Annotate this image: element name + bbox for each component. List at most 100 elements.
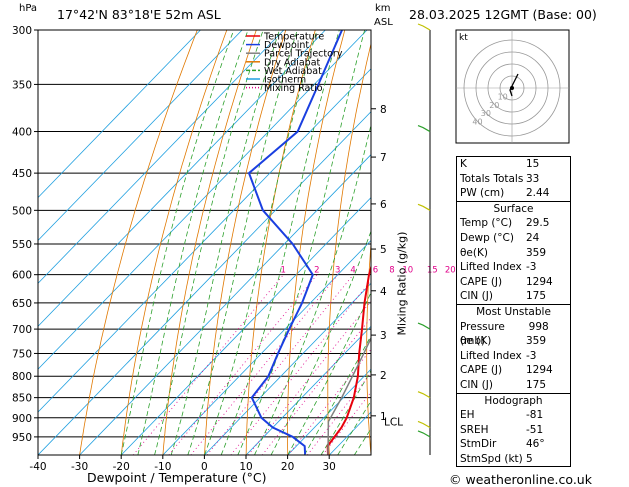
km-tick-label: 4 bbox=[380, 286, 387, 298]
km-tick-label: 1 bbox=[380, 411, 387, 423]
mixing-ratio-label: 10 bbox=[402, 266, 413, 276]
index-value: 2.44 bbox=[526, 187, 550, 200]
hodograph-ring-label: 10 bbox=[498, 92, 508, 101]
km-tick-label: 5 bbox=[380, 244, 387, 256]
hodo-label: StmSpd (kt) bbox=[460, 452, 523, 465]
surface-row: θe(K) 359 bbox=[457, 246, 570, 261]
km-tick-label: 6 bbox=[380, 199, 387, 211]
wind-barb bbox=[417, 322, 431, 330]
indices-table: K 15 Totals Totals 33 PW (cm) 2.44 Surface … bbox=[456, 156, 571, 468]
mixing-ratio-line bbox=[247, 300, 371, 455]
index-value: 15 bbox=[526, 158, 540, 170]
wet-adiabat-line bbox=[137, 30, 249, 455]
section-separator bbox=[457, 392, 570, 394]
surface-row: CAPE (J) 1294 bbox=[457, 275, 570, 290]
dewpoint-line bbox=[247, 30, 343, 455]
index-label: PW (cm) bbox=[460, 187, 505, 200]
km-unit-label: km bbox=[375, 3, 391, 14]
pressure-tick-label: 850 bbox=[12, 393, 32, 405]
lcl-label: LCL bbox=[384, 417, 403, 429]
hodo-value: -81 bbox=[526, 409, 544, 422]
dry-adiabat-line bbox=[404, 30, 433, 455]
dry-adiabat-line bbox=[204, 30, 287, 455]
x-tick-label: 30 bbox=[323, 461, 336, 473]
km-tick-label: 2 bbox=[380, 370, 387, 382]
surface-label: CAPE (J) bbox=[460, 275, 503, 288]
mu-label: Lifted Index bbox=[460, 349, 522, 362]
parcel-trajectory-line bbox=[327, 336, 371, 455]
isotherm-line bbox=[79, 154, 371, 455]
location-label: 17°42'N 83°18'E 52m ASL bbox=[57, 7, 221, 22]
mixing-ratio-line bbox=[287, 348, 371, 455]
legend-label: Dewpoint bbox=[264, 40, 309, 51]
most-unstable-title: Most Unstable bbox=[476, 305, 551, 318]
surface-row: CIN (J) 175 bbox=[457, 289, 570, 304]
mu-value: 998 bbox=[528, 320, 549, 333]
index-label: K bbox=[460, 158, 467, 170]
pressure-tick-label: 900 bbox=[12, 413, 32, 425]
wet-adiabat-line bbox=[237, 30, 366, 455]
wet-adiabat-line bbox=[170, 30, 280, 455]
surface-value: 24 bbox=[526, 231, 540, 244]
isotherm-line bbox=[245, 325, 371, 455]
pressure-tick-label: 400 bbox=[12, 127, 32, 139]
x-tick-label: -20 bbox=[113, 461, 130, 473]
hodo-label: EH bbox=[460, 409, 475, 422]
index-row: PW (cm) 2.44 bbox=[457, 186, 570, 201]
isotherm-line bbox=[38, 30, 243, 242]
pressure-tick-label: 300 bbox=[12, 25, 32, 37]
dry-adiabat-line bbox=[120, 30, 228, 455]
pressure-unit-label: hPa bbox=[19, 3, 38, 14]
km-tick-label: 7 bbox=[380, 152, 387, 164]
mu-label: Pressure (mb) bbox=[460, 320, 505, 348]
mixing-ratio-line bbox=[206, 274, 354, 455]
temperature-line bbox=[326, 264, 371, 455]
mixing-ratio-label: 15 bbox=[427, 266, 438, 276]
surface-value: 175 bbox=[526, 290, 547, 303]
isotherm-line bbox=[38, 30, 326, 327]
mixing-ratio-label: 3 bbox=[335, 266, 340, 276]
x-tick-label: -10 bbox=[154, 461, 171, 473]
legend-label: Temperature bbox=[263, 32, 324, 43]
wet-adiabat-line bbox=[154, 30, 264, 455]
wet-adiabat-line bbox=[337, 400, 371, 455]
surface-label: CIN (J) bbox=[460, 290, 493, 303]
mixing-ratio-label: 4 bbox=[350, 266, 355, 276]
hodo-value: 46° bbox=[526, 438, 545, 451]
dry-adiabat-line bbox=[79, 30, 198, 455]
mixing-ratio-label: 2 bbox=[314, 266, 319, 276]
mu-label: CAPE (J) bbox=[460, 364, 503, 377]
x-tick-label: -40 bbox=[29, 461, 46, 473]
wet-adiabat-line bbox=[220, 30, 340, 455]
mu-row: θe (K) 359 bbox=[457, 334, 570, 349]
surface-row: Temp (°C) 29.5 bbox=[457, 216, 570, 231]
hodograph-ring-label: 20 bbox=[489, 101, 499, 110]
datetime-label: 28.03.2025 12GMT (Base: 00) bbox=[409, 7, 597, 22]
dry-adiabat-line bbox=[608, 30, 629, 455]
surface-row: Lifted Index -3 bbox=[457, 260, 570, 275]
pressure-tick-label: 750 bbox=[12, 348, 32, 360]
mu-row: Pressure (mb) 998 bbox=[457, 320, 570, 348]
hodo-row: StmDir 46° bbox=[457, 437, 570, 452]
surface-label: Lifted Index bbox=[460, 261, 522, 274]
section-separator bbox=[457, 200, 570, 202]
wind-barb bbox=[417, 391, 431, 399]
isotherm-line bbox=[204, 282, 371, 455]
surface-label: Temp (°C) bbox=[460, 217, 513, 230]
hodo-label: SREH bbox=[460, 423, 489, 436]
hodo-value: -51 bbox=[526, 423, 544, 436]
x-tick-label: 10 bbox=[239, 461, 252, 473]
surface-title: Surface bbox=[493, 202, 534, 215]
surface-value: 359 bbox=[526, 246, 547, 259]
legend-label: Parcel Trajectory bbox=[264, 49, 343, 60]
wet-adiabat-line bbox=[270, 229, 371, 455]
index-row: Totals Totals 33 bbox=[457, 172, 570, 187]
mixing-ratio-line bbox=[230, 279, 371, 455]
legend-label: Mixing Ratio bbox=[264, 83, 323, 94]
mixing-ratio-label: 1 bbox=[280, 266, 285, 276]
pressure-tick-label: 350 bbox=[12, 79, 32, 91]
hodo-label: StmDir bbox=[460, 438, 497, 451]
surface-value: 1294 bbox=[526, 275, 553, 288]
surface-value: 29.5 bbox=[526, 217, 550, 230]
